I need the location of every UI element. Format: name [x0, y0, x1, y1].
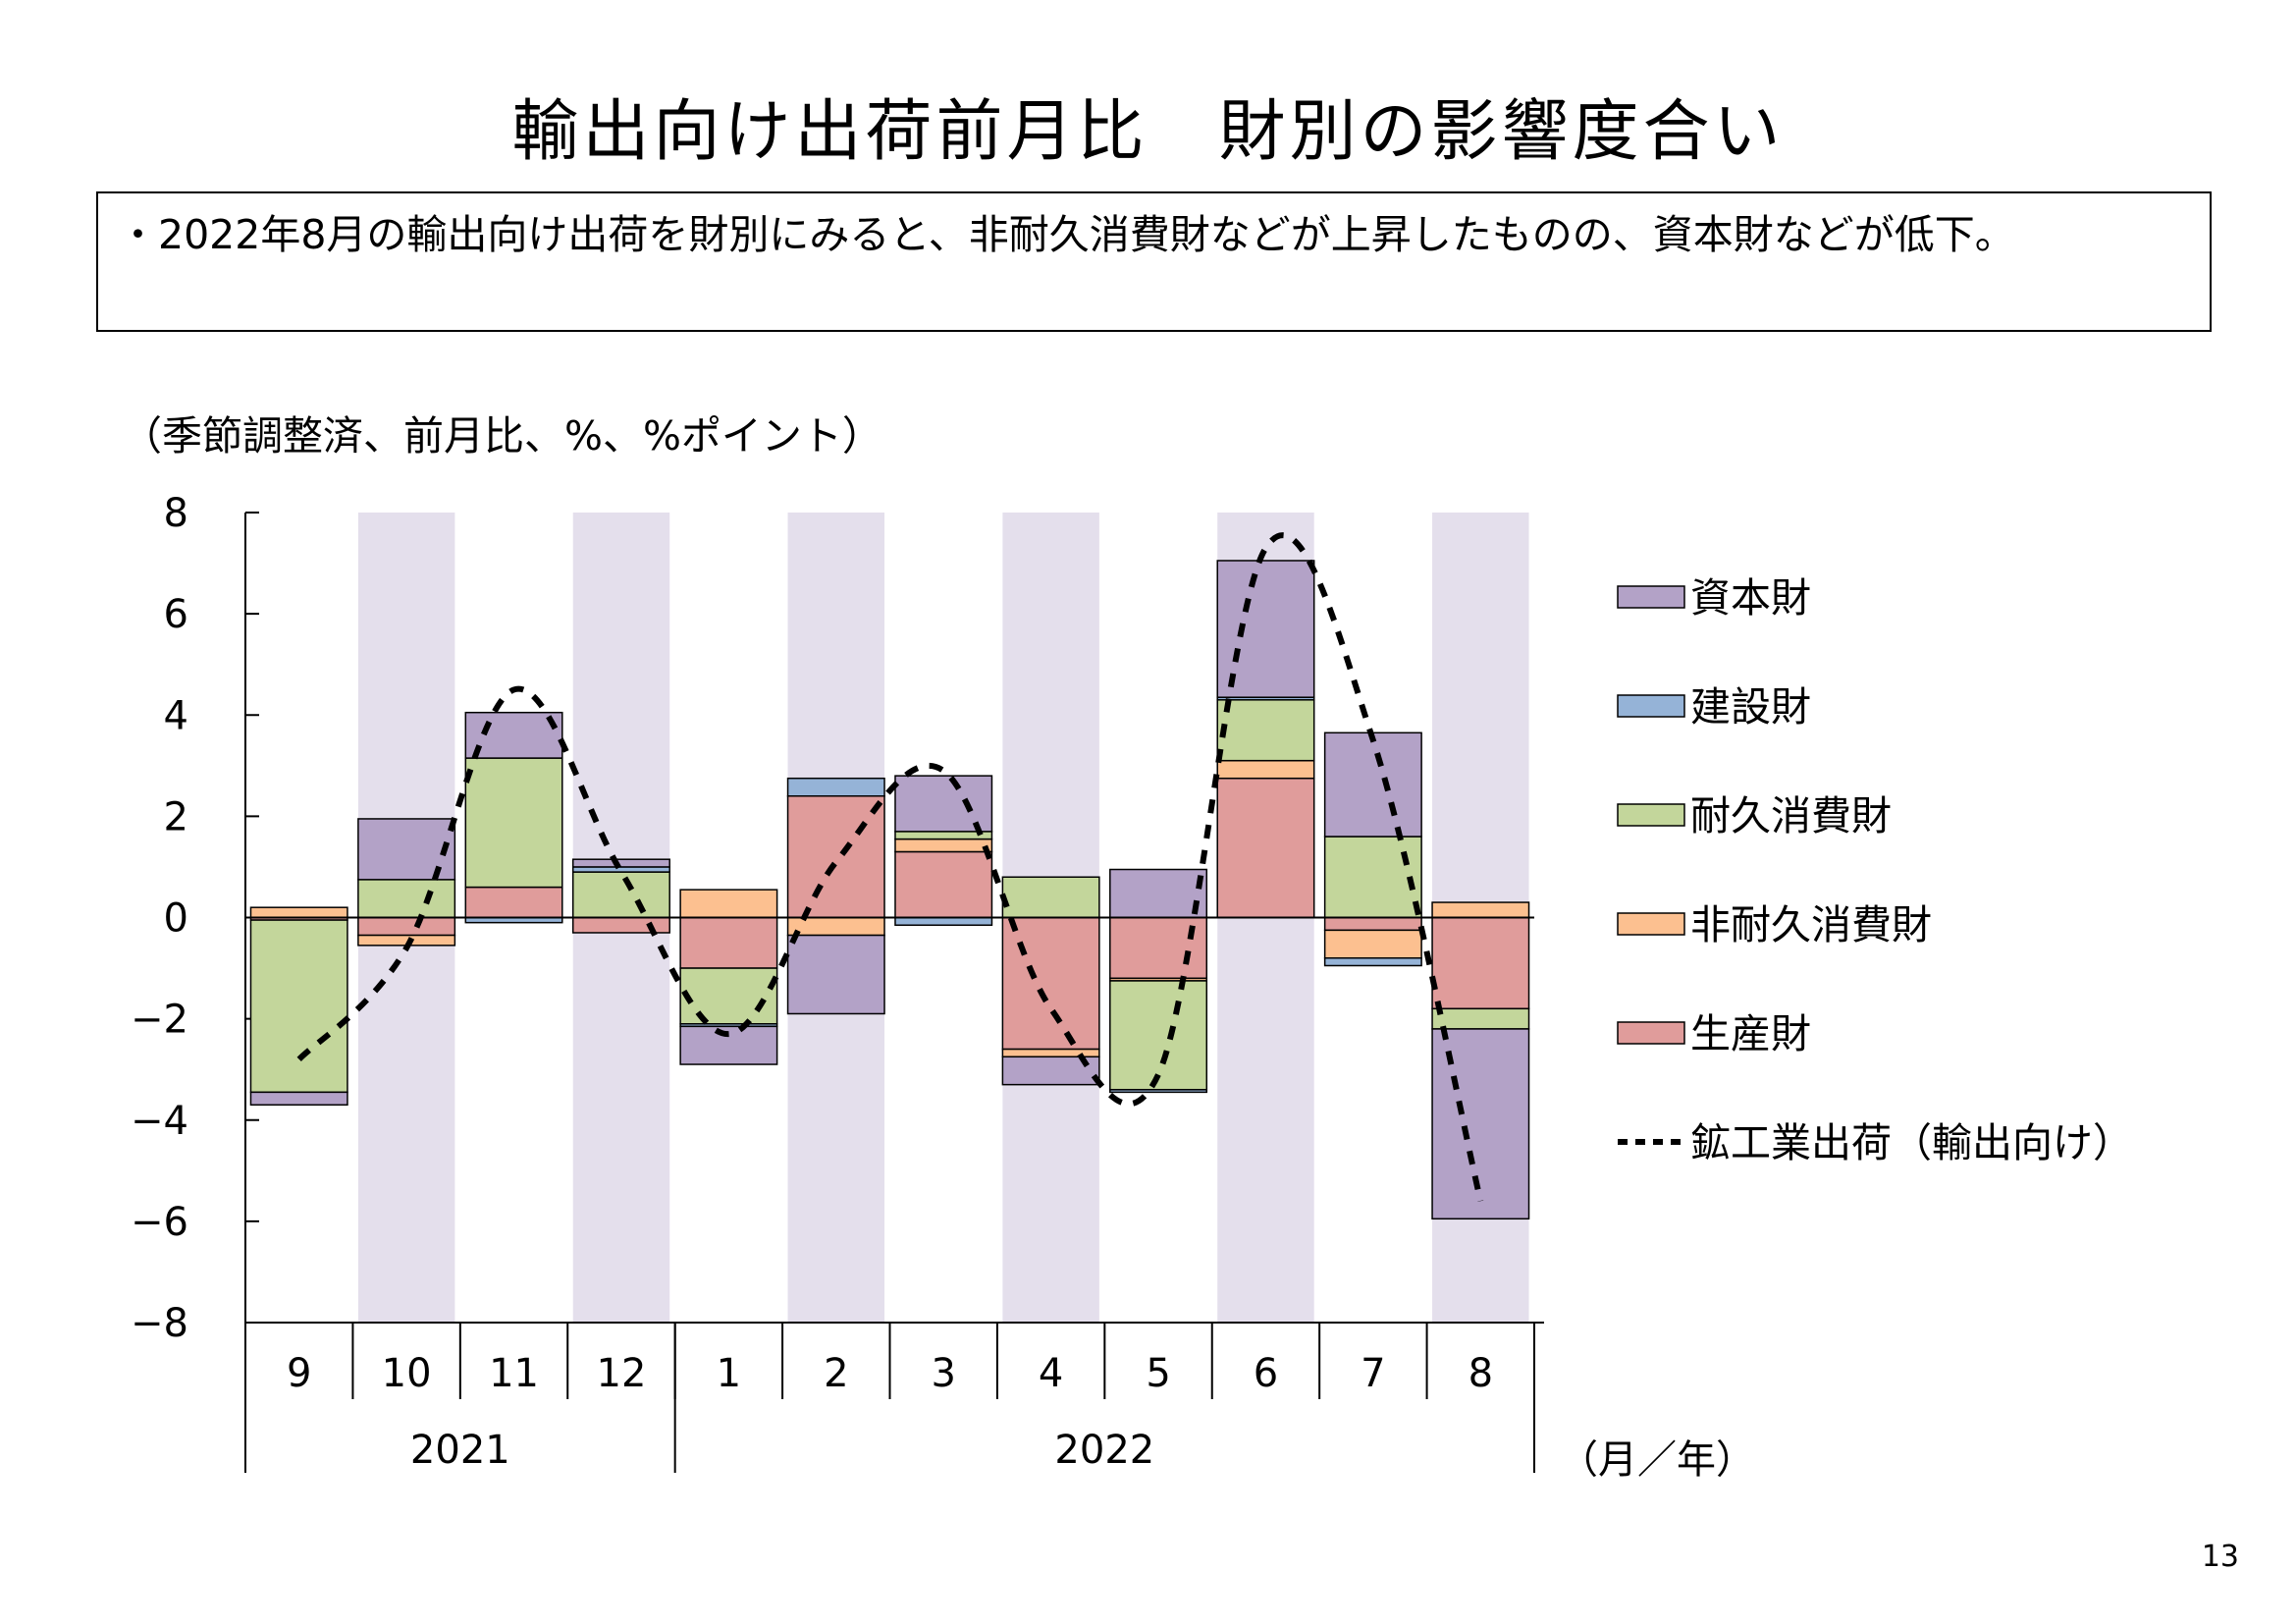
bar-segment — [1431, 1007, 1530, 1030]
bar-segment — [894, 916, 993, 926]
month-label: 12 — [597, 1351, 647, 1396]
bar-segment — [679, 889, 778, 919]
month-label: 2 — [824, 1351, 848, 1396]
bar-segment — [1323, 957, 1422, 967]
bar-segment — [464, 757, 563, 889]
bar-segment — [1216, 777, 1315, 919]
summary-text: ・2022年8月の輸出向け出荷を財別にみると、非耐久消費財などが上昇したものの、… — [118, 211, 2015, 258]
bar-segment — [894, 775, 993, 833]
page-number: 13 — [2201, 1540, 2239, 1574]
bar-segment — [249, 906, 348, 919]
bar-segment — [786, 795, 885, 919]
month-label: 3 — [931, 1351, 955, 1396]
month-label: 9 — [287, 1351, 311, 1396]
y-tick-label: 2 — [164, 794, 188, 839]
legend-label: 資本財 — [1690, 574, 1811, 622]
y-tick-label: −8 — [131, 1301, 188, 1346]
bar-segment — [249, 919, 348, 1094]
bar-segment — [357, 879, 456, 919]
bar-segment — [464, 711, 563, 759]
month-label: 8 — [1468, 1351, 1493, 1396]
bar-segment — [1323, 929, 1422, 959]
month-label: 11 — [489, 1351, 539, 1396]
month-label: 10 — [382, 1351, 432, 1396]
bar-segment — [1109, 1089, 1208, 1094]
month-label: 5 — [1146, 1351, 1170, 1396]
bar-segment — [786, 777, 885, 797]
bar-segment — [1109, 980, 1208, 1091]
year-label: 2022 — [1054, 1428, 1154, 1473]
y-tick-label: −6 — [131, 1200, 188, 1245]
month-label: 7 — [1361, 1351, 1385, 1396]
month-label: 6 — [1254, 1351, 1278, 1396]
legend-swatch — [1617, 1021, 1685, 1045]
bar-segment — [571, 866, 670, 873]
bar-segment — [1323, 836, 1422, 919]
bar-segment — [1216, 759, 1315, 780]
page-title: 輸出向け出荷前月比 財別の影響度合い — [511, 93, 1785, 171]
bar-segment — [1001, 876, 1100, 919]
year-label: 2021 — [410, 1428, 510, 1473]
y-tick-label: 4 — [164, 693, 188, 738]
line-series-mining-shipments — [296, 532, 1484, 1202]
bar-segment — [357, 916, 456, 937]
bar-segment — [1431, 916, 1530, 1010]
legend-label: 生産財 — [1690, 1010, 1811, 1057]
x-unit-label: （月／年） — [1559, 1437, 1755, 1483]
bar-segment — [249, 1091, 348, 1107]
bar-segment — [1431, 901, 1530, 919]
bar-segment — [1216, 699, 1315, 762]
legend-swatch — [1617, 912, 1685, 936]
y-tick-label: −2 — [131, 998, 188, 1043]
bar-segment — [1109, 868, 1208, 919]
unit-note: （季節調整済、前月比、%、%ポイント） — [122, 412, 882, 460]
bar-segment — [679, 916, 778, 969]
legend-label: 耐久消費財 — [1690, 792, 1892, 839]
bar-segment — [571, 871, 670, 919]
legend-swatch — [1617, 694, 1685, 718]
legend-swatch — [1617, 585, 1685, 609]
bar-segment — [1323, 731, 1422, 838]
legend-swatch — [1617, 803, 1685, 827]
month-label: 4 — [1039, 1351, 1063, 1396]
y-tick-label: 8 — [164, 491, 188, 536]
bar-segment — [786, 934, 885, 1015]
bar-segment — [571, 858, 670, 868]
bar-segment — [679, 967, 778, 1025]
summary-box: ・2022年8月の輸出向け出荷を財別にみると、非耐久消費財などが上昇したものの、… — [96, 191, 2212, 332]
month-label: 1 — [717, 1351, 741, 1396]
y-tick-label: −4 — [131, 1099, 188, 1144]
legend-label: 非耐久消費財 — [1690, 901, 1932, 948]
bar-segment — [894, 850, 993, 919]
bar-segment — [1001, 916, 1100, 1051]
bar-segment — [464, 886, 563, 919]
legend-label: 鉱工業出荷（輸出向け） — [1690, 1119, 2133, 1166]
legend-label: 建設財 — [1690, 683, 1811, 731]
y-tick-label: 0 — [164, 896, 188, 942]
y-tick-label: 6 — [164, 592, 188, 637]
bar-segment — [894, 838, 993, 853]
bar-segment — [786, 916, 885, 937]
bar-segment — [679, 1025, 778, 1065]
bar-segment — [1323, 916, 1422, 932]
bar-segment — [1001, 1048, 1100, 1058]
